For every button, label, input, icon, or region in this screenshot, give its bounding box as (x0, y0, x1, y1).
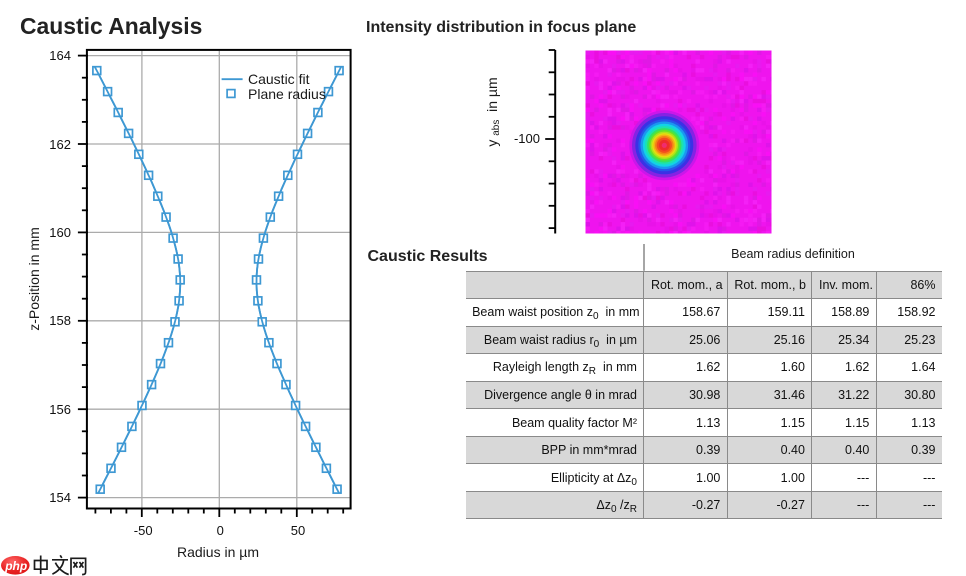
svg-text:php: php (4, 559, 27, 573)
